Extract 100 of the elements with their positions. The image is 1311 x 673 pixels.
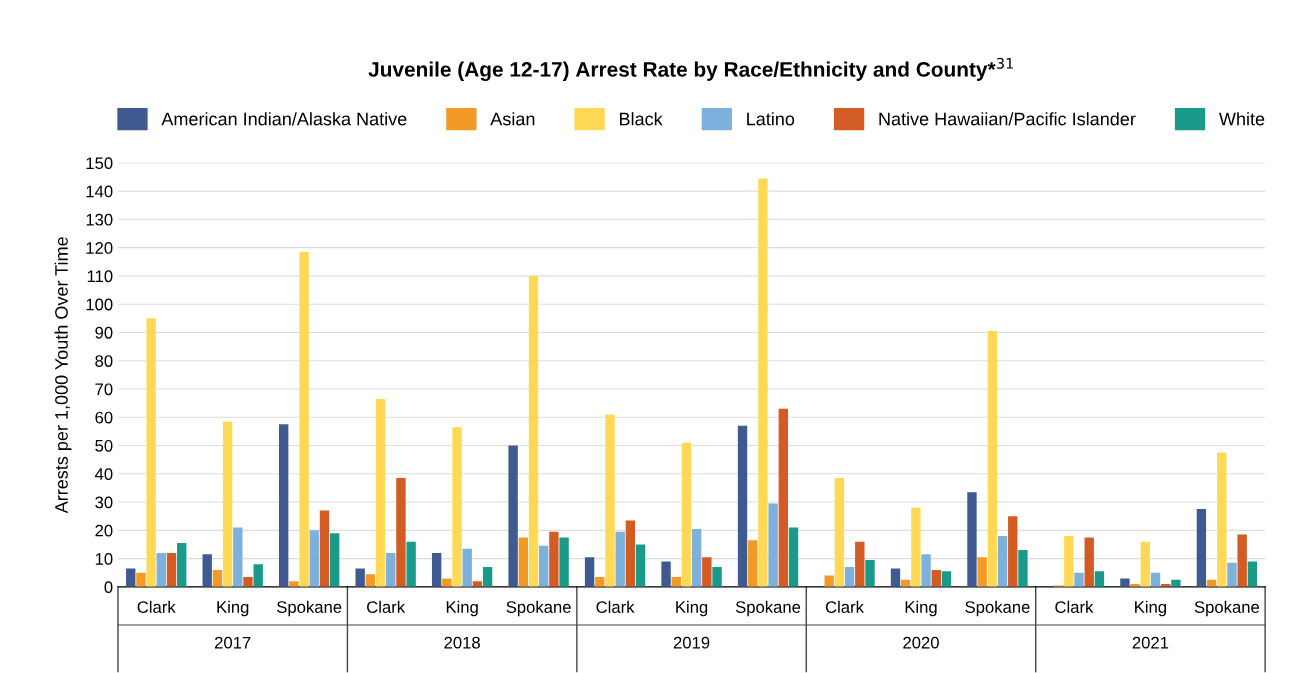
bar [921,554,931,587]
bar [855,541,865,587]
bar [549,531,559,587]
legend-label: American Indian/Alaska Native [161,112,407,126]
x-tick-label: Clark [596,600,635,613]
bar [518,537,528,587]
bar [625,520,636,587]
bar [289,581,299,587]
y-axis-title: Arrests per 1,000 Youth Over Time [54,237,72,514]
bar [243,576,253,587]
bar [375,398,386,587]
bar [146,318,156,587]
x-tick-label: King [1135,600,1167,617]
bar [559,537,569,587]
bar [605,414,615,587]
bar [222,421,233,587]
bar [702,557,712,587]
bar [788,527,799,587]
bar [1237,534,1247,587]
text: 2021 [1132,636,1169,649]
bar [253,564,263,587]
bar [1140,541,1150,587]
bar [365,574,376,587]
x-tick-label: King [676,600,708,617]
x-tick-label: Clark [825,600,864,613]
x-tick-label: Clark [137,600,176,613]
bar [1247,561,1258,587]
bar [931,569,941,587]
legend-label: Asian [490,112,535,126]
legend-label: Black [619,112,663,126]
bar [635,544,646,587]
bar [136,572,146,587]
bar [941,571,952,587]
bar [768,503,778,587]
bar [1196,509,1207,587]
text: 2020 [903,636,939,649]
bar [166,552,177,587]
y-tick-label: 50 [95,439,113,452]
y-tick-label: 70 [95,383,113,396]
bar [1074,572,1084,587]
bar [977,557,987,587]
bar [1084,537,1094,587]
legend-label: Latino [747,112,795,126]
bar [355,568,365,587]
bar [126,568,136,587]
x-tick-label: Clark [367,600,406,613]
y-tick-label: 140 [86,185,113,198]
text: 2018 [444,636,480,649]
x-tick-label: King [905,600,937,617]
bar [508,445,518,587]
bar [865,560,875,587]
text: 2017 [215,636,251,649]
bar [177,543,187,587]
bar [911,507,921,587]
bar [431,552,442,587]
bar [967,492,977,587]
y-tick-label: 60 [95,411,113,424]
chart-title: Juvenile (Age 12-17) Arrest Rate by Race/Ethnicity and County*$^{31}$ [368,57,1014,82]
x-tick-label: Spokane [735,600,801,617]
legend-label: White [1218,112,1265,126]
bar [452,427,462,587]
y-tick-label: 80 [95,355,113,367]
x-tick-label: King [446,600,478,617]
y-tick-label: 120 [86,242,113,254]
bar [1064,535,1074,587]
bar [442,578,452,587]
y-tick-label: 0 [104,581,113,594]
y-tick-label: 10 [95,552,113,565]
bar [202,554,212,587]
bar [987,331,998,587]
bar [834,478,845,587]
bar [279,424,289,587]
bar [1018,550,1028,587]
y-tick-label: 30 [95,496,113,509]
bar [1120,578,1130,587]
y-tick-label: 130 [86,213,113,226]
bar [1094,571,1105,587]
y-tick-label: 20 [95,524,113,537]
bar [661,561,671,587]
bar [681,442,692,587]
bar [386,552,396,587]
bar [1008,516,1018,587]
bar [299,251,309,587]
bar [1171,579,1181,587]
bar [712,567,722,587]
x-tick-label: Spokane [277,600,342,617]
bar [309,530,319,587]
bar [156,552,167,587]
bar [528,275,539,587]
x-tick-label: King [217,600,249,617]
bar [406,541,416,587]
bar [462,548,472,587]
bar [396,478,406,587]
bar [758,178,768,587]
bar [997,535,1008,587]
bar [890,568,901,587]
y-tick-label: 110 [87,270,113,283]
x-tick-label: Spokane [506,600,571,617]
bar [748,540,758,587]
bar [691,528,702,587]
